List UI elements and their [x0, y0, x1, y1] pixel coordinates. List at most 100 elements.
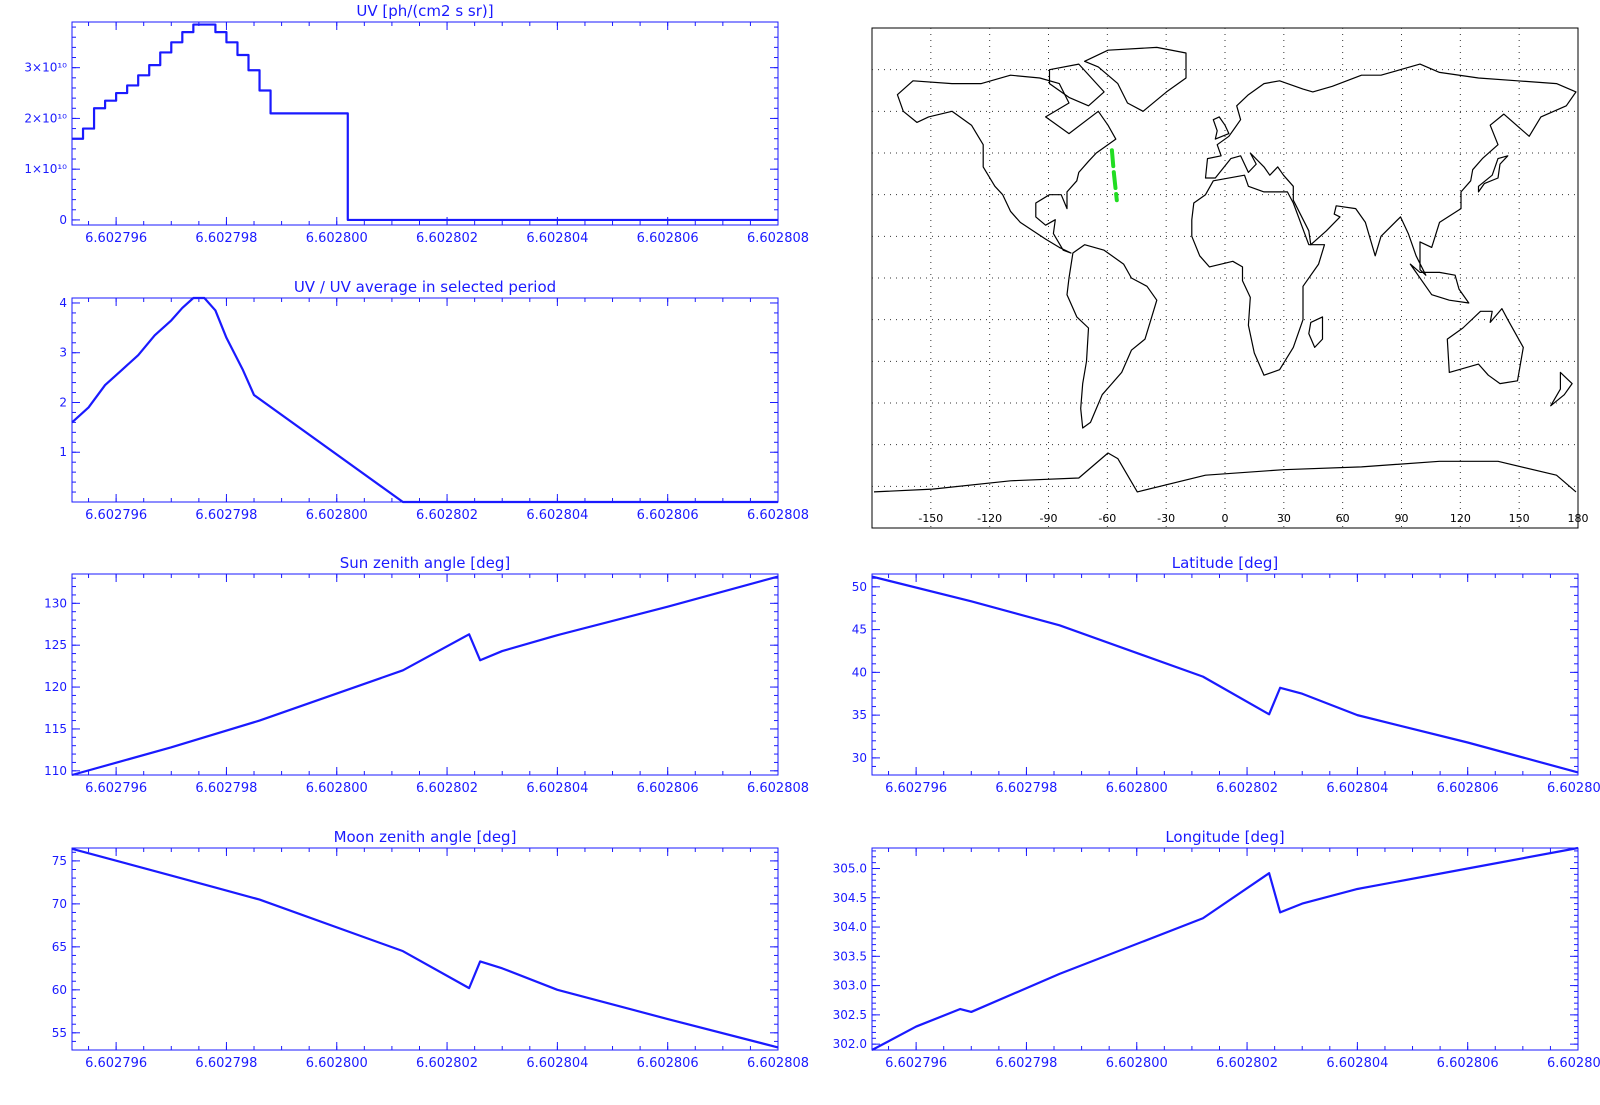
- chart-title: Moon zenith angle [deg]: [334, 828, 517, 846]
- x-tick-label: 6.602796: [885, 781, 947, 796]
- x-tick-label: 6.602802: [416, 508, 478, 523]
- x-tick-label: 6.602806: [637, 231, 699, 246]
- x-tick-label: 6.602796: [885, 1056, 947, 1071]
- series-line: [71, 847, 779, 1049]
- y-tick-label: 302.0: [833, 1037, 867, 1051]
- x-tick-label: 6.602798: [995, 1056, 1057, 1071]
- x-tick-label: 6.602798: [195, 1056, 257, 1071]
- x-tick-label: 6.602796: [85, 508, 147, 523]
- x-tick-label: 6.602800: [306, 1056, 368, 1071]
- coastline-africa: [1191, 174, 1326, 376]
- lon-tick-label: 90: [1395, 512, 1409, 525]
- x-tick-label: 6.602806: [1437, 1056, 1499, 1071]
- lon-tick-label: 150: [1509, 512, 1530, 525]
- y-tick-label: 30: [852, 751, 867, 765]
- y-tick-label: 4: [59, 296, 67, 310]
- x-tick-label: 6.602804: [526, 231, 588, 246]
- y-tick-label: 120: [44, 680, 67, 694]
- plot-frame: [71, 21, 779, 226]
- y-tick-label: 70: [52, 897, 67, 911]
- series-line: [71, 575, 779, 777]
- x-tick-label: 6.602802: [416, 231, 478, 246]
- x-tick-label: 6.602800: [306, 781, 368, 796]
- x-tick-label: 6.602806: [1437, 781, 1499, 796]
- y-tick-label: 304.0: [833, 920, 867, 934]
- x-tick-label: 6.602796: [85, 1056, 147, 1071]
- coastline-australia: [1446, 308, 1524, 385]
- lon-tick-label: -30: [1157, 512, 1175, 525]
- x-tick-label: 6.602800: [306, 231, 368, 246]
- chart-title: Latitude [deg]: [1172, 554, 1278, 572]
- y-tick-label: 2×10¹⁰: [24, 111, 67, 125]
- x-tick-label: 6.602808: [1547, 1056, 1600, 1071]
- x-tick-label: 6.602806: [637, 1056, 699, 1071]
- y-tick-label: 305.0: [833, 861, 867, 875]
- lon-tick-label: -150: [918, 512, 943, 525]
- chart-lat: Latitude [deg] 6.602796 6.602798 6.602800 6.…: [852, 554, 1600, 796]
- x-tick-label: 6.602804: [526, 508, 588, 523]
- satellite-track: [1109, 148, 1119, 203]
- x-tick-label: 6.602798: [195, 781, 257, 796]
- lon-tick-label: 60: [1336, 512, 1350, 525]
- y-tick-label: 303.5: [833, 949, 867, 963]
- chart-title: Longitude [deg]: [1165, 828, 1284, 846]
- x-tick-label: 6.602804: [1326, 781, 1388, 796]
- plot-frame: [71, 847, 779, 1051]
- world-map: -150 -120 -90 -60 -30 0 30 60 90 120 150 180: [871, 27, 1589, 529]
- series-line: [72, 23, 778, 222]
- lon-tick-label: -60: [1098, 512, 1116, 525]
- chart-ratio: UV / UV average in selected period 6.6027…: [59, 278, 809, 523]
- x-tick-label: 6.602802: [1216, 781, 1278, 796]
- chart-lon: Longitude [deg] 6.602796 6.602798 6.602800 6…: [833, 828, 1600, 1071]
- x-tick-label: 6.602808: [1547, 781, 1600, 796]
- y-tick-label: 55: [52, 1026, 67, 1040]
- y-tick-label: 304.5: [833, 891, 867, 905]
- x-tick-label: 6.602796: [85, 781, 147, 796]
- coastline-new-zealand: [1550, 371, 1573, 407]
- y-tick-label: 50: [852, 580, 867, 594]
- y-tick-label: 60: [52, 983, 67, 997]
- y-tick-label: 65: [52, 940, 67, 954]
- coastline-eurasia: [1204, 63, 1577, 276]
- x-tick-label: 6.602796: [85, 231, 147, 246]
- coastline-indonesia: [1409, 263, 1470, 304]
- y-tick-label: 40: [852, 665, 867, 679]
- coastline-uk: [1212, 116, 1230, 140]
- series-line: [871, 846, 1579, 1051]
- lon-tick-label: -90: [1040, 512, 1058, 525]
- lon-tick-label: 30: [1277, 512, 1291, 525]
- chart-title: UV / UV average in selected period: [294, 278, 556, 296]
- y-tick-label: 125: [44, 638, 67, 652]
- x-tick-label: 6.602800: [1106, 781, 1168, 796]
- chart-moon: Moon zenith angle [deg] 6.602796 6.602798 6…: [52, 828, 809, 1071]
- y-tick-label: 0: [59, 213, 67, 227]
- y-tick-label: 3×10¹⁰: [24, 61, 67, 75]
- coastline-baffin: [1048, 63, 1105, 107]
- y-tick-label: 75: [52, 854, 67, 868]
- coastline-greenland: [1084, 46, 1187, 112]
- series-line: [871, 575, 1579, 774]
- y-tick-label: 3: [59, 346, 67, 360]
- coastline-antarctica: [873, 452, 1577, 493]
- x-tick-label: 6.602808: [747, 508, 809, 523]
- y-tick-label: 110: [44, 764, 67, 778]
- series-line: [71, 296, 778, 504]
- x-tick-label: 6.602798: [195, 508, 257, 523]
- plot-frame: [871, 847, 1579, 1051]
- y-tick-label: 1: [59, 445, 67, 459]
- chart-title: UV [ph/(cm2 s sr)]: [356, 2, 493, 20]
- x-tick-label: 6.602804: [1326, 1056, 1388, 1071]
- plot-frame: [871, 573, 1579, 776]
- x-tick-label: 6.602808: [747, 1056, 809, 1071]
- coastline-south-america: [1066, 244, 1158, 429]
- coastline-japan: [1477, 155, 1509, 193]
- lon-tick-label: 120: [1450, 512, 1471, 525]
- y-tick-label: 1×10¹⁰: [24, 162, 67, 176]
- y-tick-label: 130: [44, 596, 67, 610]
- lon-tick-label: 180: [1568, 512, 1589, 525]
- x-tick-label: 6.602806: [637, 508, 699, 523]
- plot-frame: [71, 297, 779, 503]
- x-tick-label: 6.602802: [1216, 1056, 1278, 1071]
